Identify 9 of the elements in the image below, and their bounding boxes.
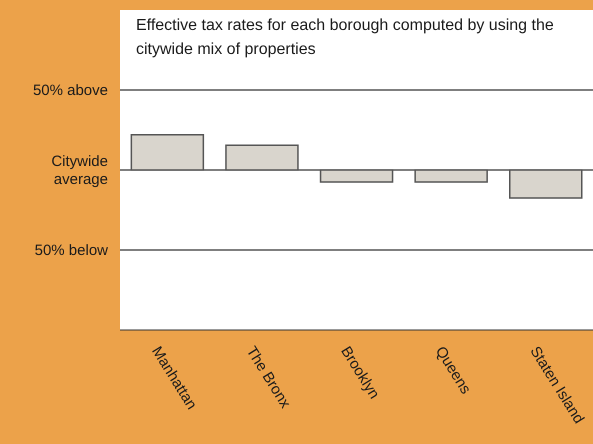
bar — [225, 144, 299, 171]
text: Effective tax rates for each borough computed by using the citywide mix of properties — [136, 16, 555, 60]
y-tick-label: 50% above — [32, 82, 108, 98]
bar — [130, 134, 204, 171]
y-tick-label: Citywide average — [51, 152, 108, 188]
bar — [320, 169, 394, 183]
y-tick-label: 50% below — [34, 242, 108, 258]
bar — [414, 169, 488, 183]
bar — [509, 169, 582, 199]
